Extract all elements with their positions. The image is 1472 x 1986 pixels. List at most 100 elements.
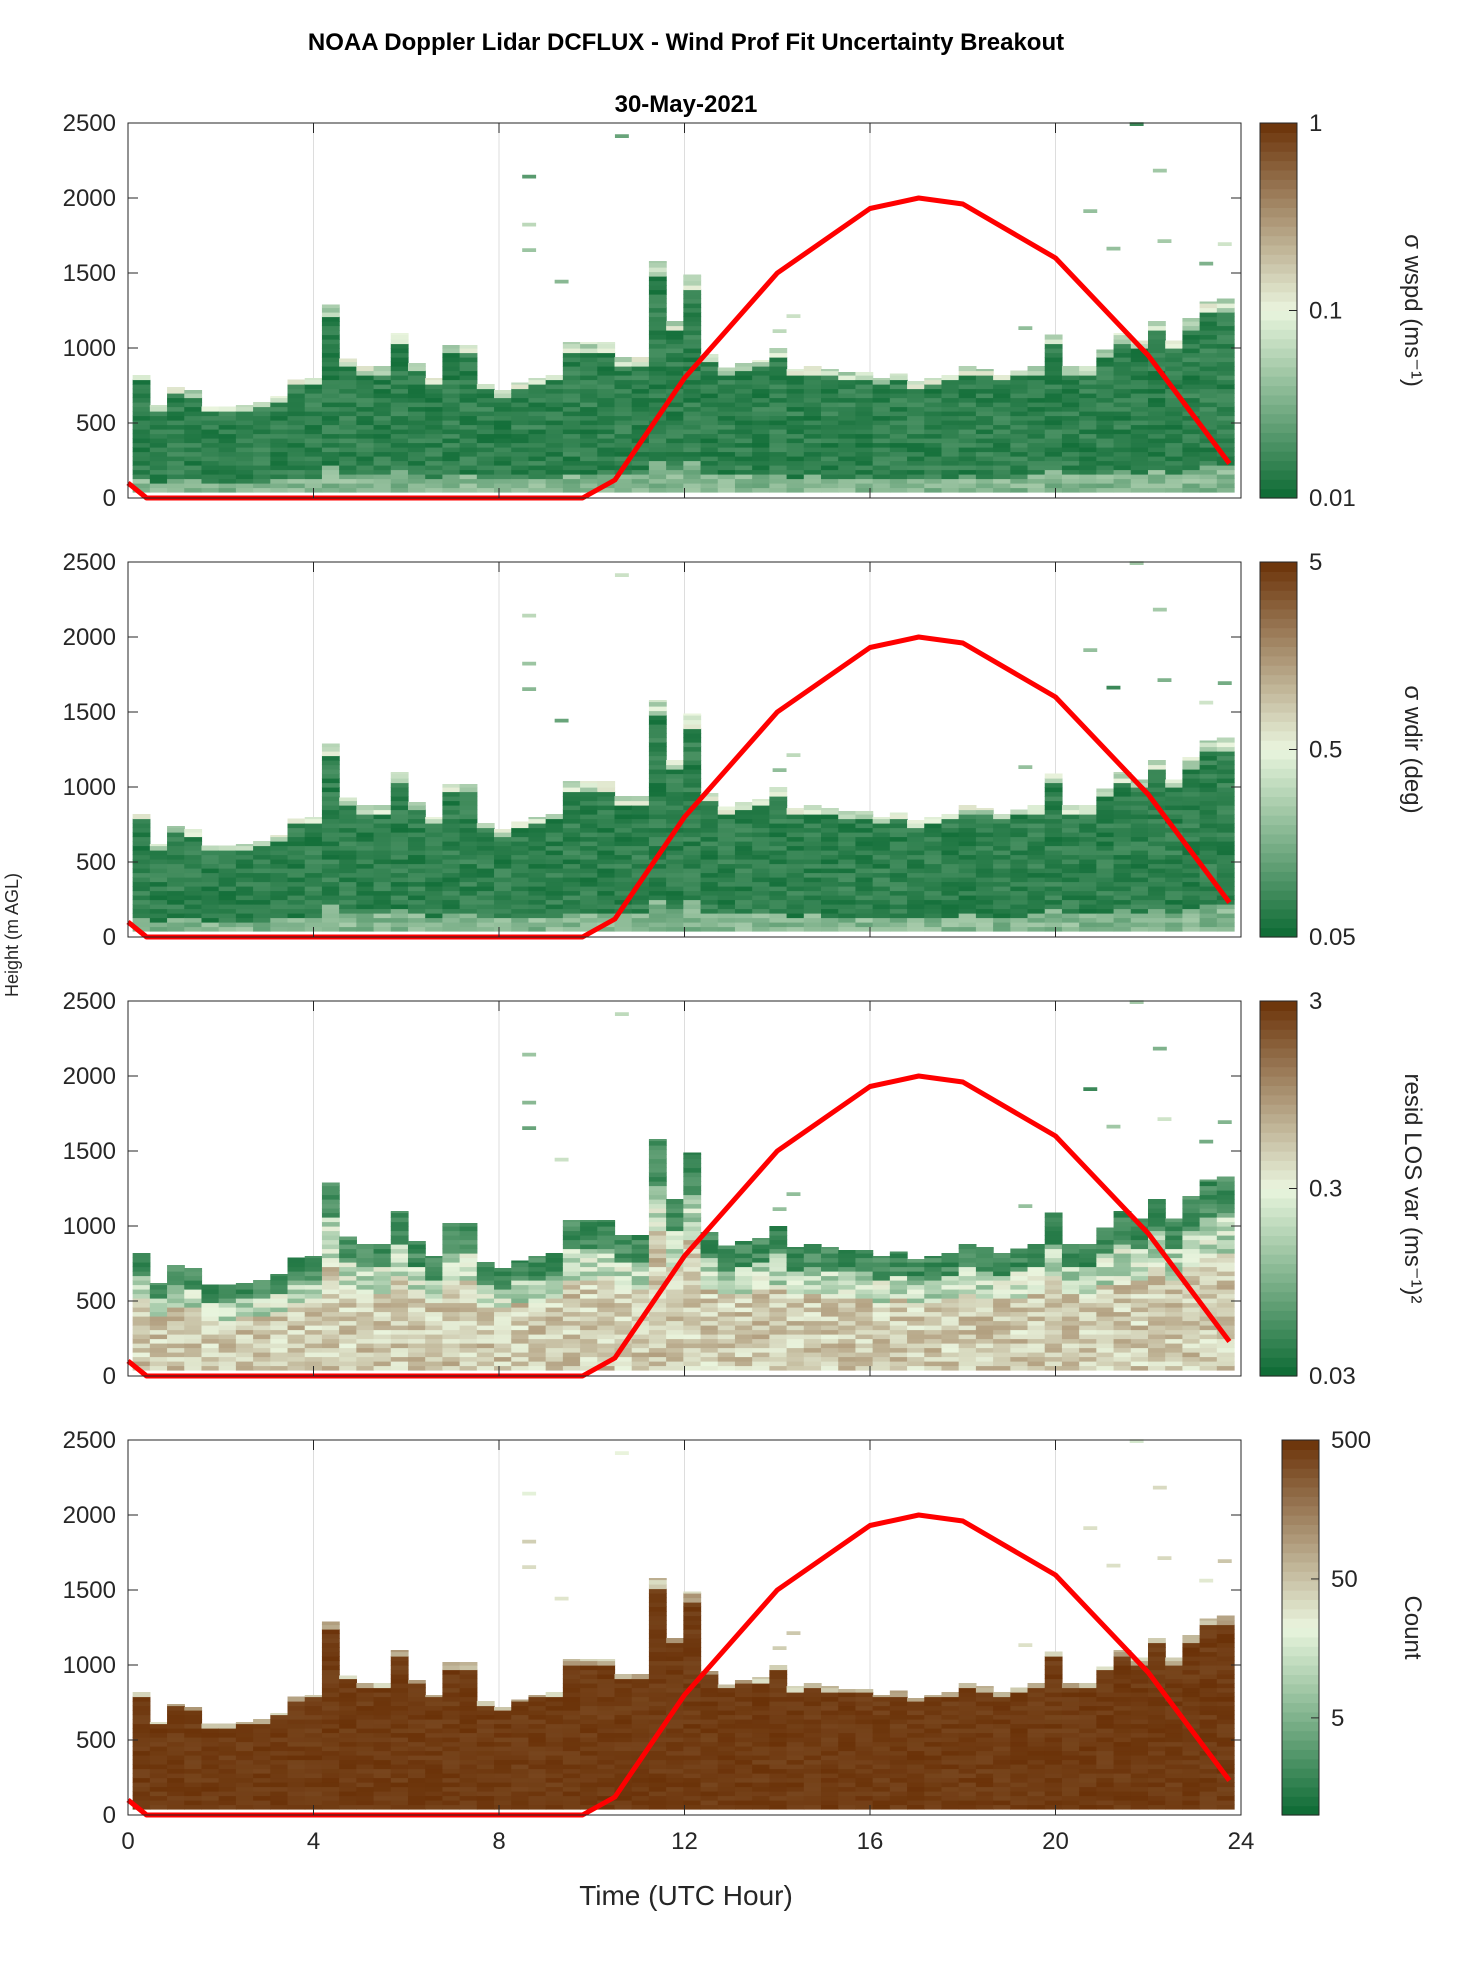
heatmap-cell <box>597 841 616 847</box>
heatmap-cell <box>958 805 977 811</box>
heatmap-cell <box>373 895 392 901</box>
heatmap-cell <box>442 859 461 865</box>
heatmap-cell <box>1147 438 1166 444</box>
heatmap-cell <box>1079 850 1097 856</box>
heatmap-cell <box>648 1149 667 1155</box>
heatmap-cell <box>442 908 461 914</box>
heatmap-cell <box>1216 917 1235 923</box>
heatmap-cell <box>1216 469 1235 475</box>
x-axis-label: Time (UTC Hour) <box>579 1880 793 1911</box>
heatmap-cell <box>700 926 719 932</box>
heatmap-cell <box>838 908 857 914</box>
heatmap-cell <box>218 1293 237 1299</box>
heatmap-cell <box>803 397 822 403</box>
heatmap-cell <box>184 872 203 878</box>
heatmap-cell <box>752 841 770 847</box>
heatmap-cell <box>442 442 461 448</box>
heatmap-cell <box>1147 411 1166 417</box>
heatmap-cell <box>648 742 667 748</box>
heatmap-cell <box>528 1365 547 1371</box>
heatmap-cell <box>235 411 254 417</box>
heatmap-cell <box>1216 316 1235 322</box>
heatmap-cell <box>304 433 323 439</box>
heatmap-cell <box>390 451 409 457</box>
heatmap-cell <box>167 845 185 851</box>
heatmap-sparse-cell <box>772 329 787 333</box>
heatmap-cell <box>769 465 788 471</box>
heatmap-cell <box>562 836 581 842</box>
heatmap-cell <box>287 895 306 901</box>
heatmap-cell <box>648 751 667 757</box>
heatmap-cell <box>597 904 616 910</box>
heatmap-cell <box>132 917 151 923</box>
heatmap-cell <box>356 899 375 905</box>
heatmap-cell <box>1027 809 1046 815</box>
heatmap-cell <box>752 406 770 412</box>
heatmap-cell <box>373 1343 392 1349</box>
heatmap-cell <box>752 800 770 806</box>
heatmap-cell <box>648 474 667 480</box>
heatmap-cell <box>683 1172 702 1178</box>
heatmap-cell <box>1061 433 1080 439</box>
heatmap-cell <box>597 456 616 462</box>
heatmap-cell <box>459 406 478 412</box>
heatmap-cell <box>975 850 994 856</box>
heatmap-cell <box>769 809 788 815</box>
heatmap-cell <box>321 1280 340 1286</box>
heatmap-cell <box>580 352 598 358</box>
heatmap-sparse-cell <box>786 314 801 318</box>
heatmap-cell <box>631 456 650 462</box>
heatmap-cell <box>803 890 822 896</box>
heatmap-cell <box>459 1302 478 1308</box>
heatmap-sparse-cell <box>522 613 537 618</box>
heatmap-cell <box>373 1316 392 1322</box>
heatmap-cell <box>184 420 203 426</box>
heatmap-cell <box>1216 877 1235 883</box>
heatmap-cell <box>1113 926 1132 932</box>
heatmap-cell <box>511 823 530 829</box>
heatmap-cell <box>459 877 478 883</box>
heatmap-cell <box>218 411 237 417</box>
heatmap-cell <box>958 841 977 847</box>
heatmap-cell <box>872 877 891 883</box>
heatmap-cell <box>1182 483 1201 489</box>
heatmap-cell <box>907 895 925 901</box>
heatmap-cell <box>425 402 444 408</box>
heatmap-cell <box>683 274 702 277</box>
heatmap-cell <box>132 1289 151 1295</box>
colorbar-swatch <box>1260 702 1297 713</box>
heatmap-cell <box>597 1307 616 1313</box>
heatmap-cell <box>494 487 512 493</box>
heatmap-cell <box>907 832 925 838</box>
heatmap-cell <box>390 1316 409 1322</box>
heatmap-cell <box>287 1316 306 1322</box>
heatmap-cell <box>562 451 581 457</box>
heatmap-cell <box>356 1280 375 1286</box>
heatmap-cell <box>476 886 495 892</box>
heatmap-cell <box>407 886 426 892</box>
heatmap-cell <box>975 451 994 457</box>
heatmap-cell <box>838 456 857 462</box>
heatmap-cell <box>1165 343 1184 349</box>
heatmap-cell <box>407 366 426 372</box>
heatmap-cell <box>614 1352 633 1358</box>
heatmap-cell <box>666 859 684 865</box>
heatmap-cell <box>614 415 633 421</box>
heatmap-cell <box>666 474 684 480</box>
heatmap-cell <box>1165 877 1184 883</box>
heatmap-cell <box>545 877 564 883</box>
heatmap-cell <box>907 429 925 435</box>
heatmap-cell <box>631 1311 650 1317</box>
heatmap-cell <box>769 366 788 372</box>
heatmap-cell <box>476 1347 495 1353</box>
heatmap-cell <box>631 370 650 376</box>
heatmap-cell <box>614 1365 633 1371</box>
colorbar-swatch <box>1260 432 1297 443</box>
heatmap-cell <box>924 406 943 412</box>
heatmap-cell <box>631 469 650 475</box>
heatmap-cell <box>1182 859 1201 865</box>
heatmap-cell <box>580 1230 598 1236</box>
heatmap-cell <box>1147 406 1166 412</box>
heatmap-cell <box>838 872 857 878</box>
heatmap-cell <box>270 899 289 905</box>
